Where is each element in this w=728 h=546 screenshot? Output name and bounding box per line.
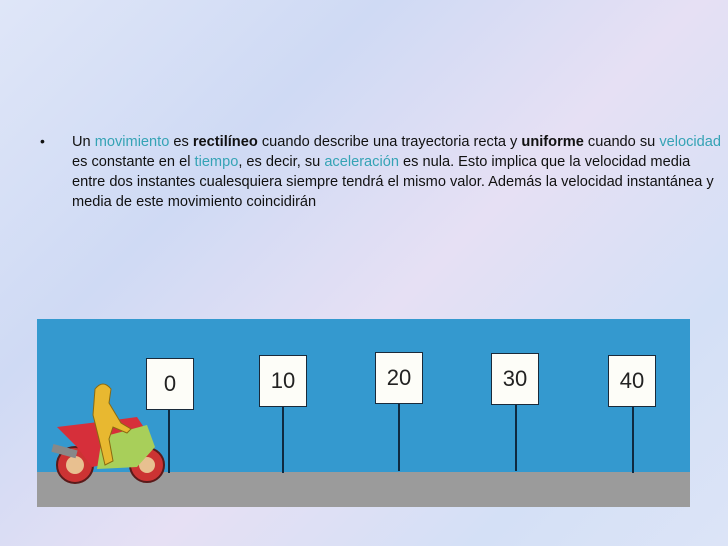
link-tiempo[interactable]: tiempo xyxy=(194,154,239,170)
motion-illustration: 0 10 20 30 40 xyxy=(37,319,690,507)
link-movimiento[interactable]: movimiento xyxy=(94,134,170,150)
motorcycle-rider-icon xyxy=(51,383,165,484)
link-velocidad[interactable]: velocidad xyxy=(659,134,721,150)
sign-pole xyxy=(515,404,517,471)
text: es xyxy=(169,134,193,150)
link-aceleracion[interactable]: aceleración xyxy=(324,154,399,170)
text: Un xyxy=(72,134,95,150)
distance-sign: 10 xyxy=(259,355,307,407)
distance-sign: 40 xyxy=(608,355,656,407)
distance-sign: 20 xyxy=(375,352,423,404)
sign-pole xyxy=(282,406,284,473)
text: cuando describe una trayectoria recta y xyxy=(257,134,522,150)
text: es constante en el xyxy=(72,154,195,170)
bold-text: rectilíneo xyxy=(192,134,258,150)
distance-sign: 0 xyxy=(146,358,194,410)
text: cuando su xyxy=(583,134,660,150)
bold-text: uniforme xyxy=(521,134,584,150)
text: , es decir, su xyxy=(238,154,325,170)
distance-sign: 30 xyxy=(491,353,539,405)
paragraph: Un movimiento es rectilíneo cuando descr… xyxy=(72,132,722,212)
sign-pole xyxy=(168,410,170,473)
sign-pole xyxy=(632,406,634,473)
bullet: • xyxy=(40,133,45,149)
text: es nula. Esto implica que la velocidad m… xyxy=(72,154,714,210)
sign-pole xyxy=(398,404,400,471)
